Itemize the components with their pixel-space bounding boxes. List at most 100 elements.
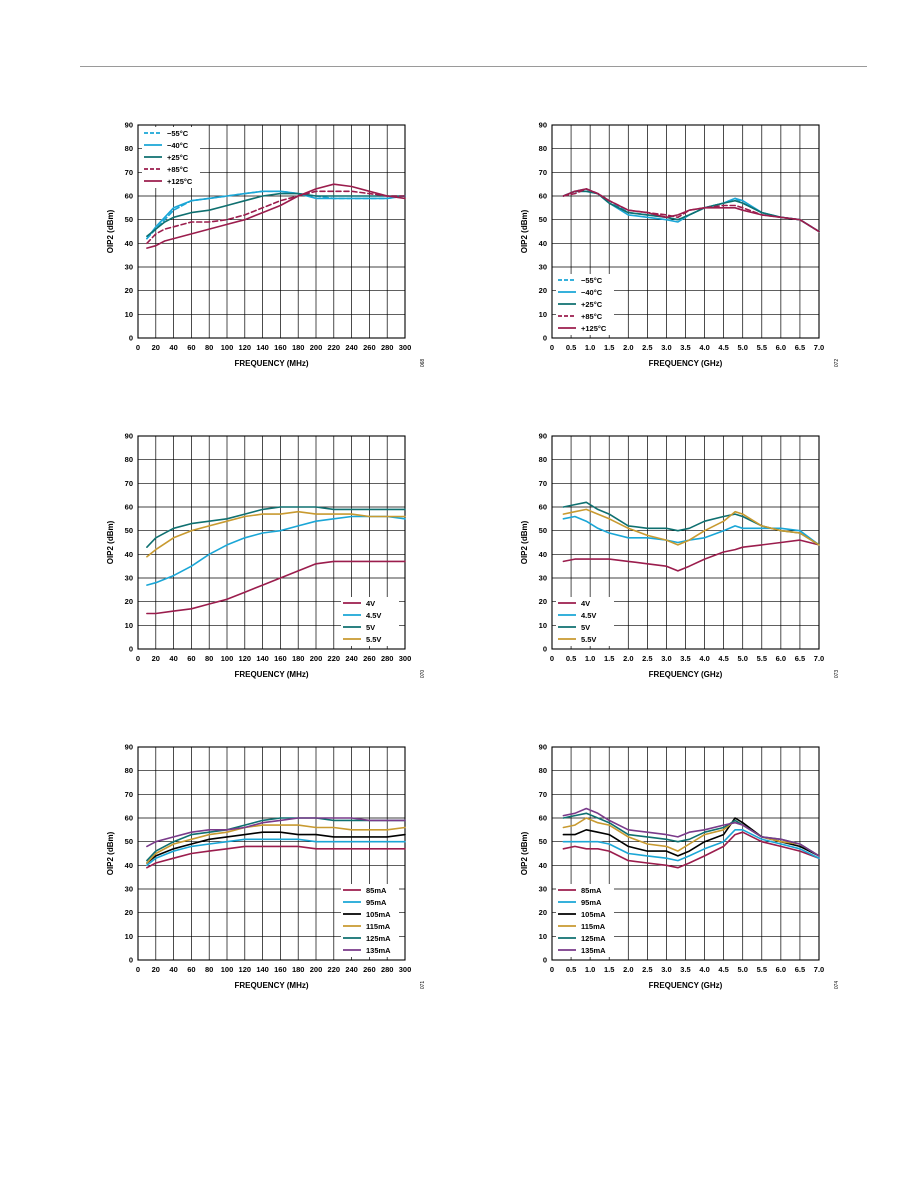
x-tick-label: 300	[399, 965, 412, 974]
y-tick-label: 20	[125, 286, 133, 295]
y-tick-label: 40	[125, 550, 133, 559]
legend-label: −55°C	[167, 129, 189, 138]
x-tick-label: 4.5	[718, 654, 728, 663]
x-tick-label: 0.5	[566, 654, 576, 663]
x-tick-label: 40	[169, 654, 177, 663]
y-tick-label: 30	[539, 574, 547, 583]
series-line	[146, 192, 406, 237]
x-tick-label: 1.5	[604, 343, 614, 352]
x-tick-label: 240	[345, 654, 358, 663]
x-tick-label: 6.5	[795, 654, 805, 663]
x-tick-label: 6.0	[776, 343, 786, 352]
x-tick-label: 3.5	[680, 343, 690, 352]
x-tick-label: 2.5	[642, 965, 652, 974]
y-tick-label: 20	[125, 908, 133, 917]
y-tick-label: 70	[125, 790, 133, 799]
x-tick-label: 80	[205, 654, 213, 663]
y-tick-label: 20	[539, 286, 547, 295]
x-tick-label: 120	[239, 965, 252, 974]
y-tick-label: 30	[539, 885, 547, 894]
x-tick-label: 7.0	[814, 654, 824, 663]
y-tick-label: 20	[539, 597, 547, 606]
x-axis-label: FREQUENCY (MHz)	[234, 670, 308, 679]
series-line	[146, 845, 406, 869]
x-tick-label: 0	[136, 343, 140, 352]
x-tick-label: 4.5	[718, 965, 728, 974]
series-line	[146, 831, 406, 864]
x-tick-label: 240	[345, 965, 358, 974]
chart-5: 0 20 40 60 80 100 120 140 160 180 200 220 240 260 280 3…	[106, 743, 426, 991]
legend-label: 4.5V	[581, 611, 596, 620]
x-tick-label: 140	[256, 343, 269, 352]
legend-label: 5V	[366, 623, 375, 632]
x-tick-label: 280	[381, 965, 394, 974]
y-axis-label: OIP2 (dBm)	[520, 520, 529, 564]
legend-label: 105mA	[581, 910, 606, 919]
y-tick-label: 40	[539, 239, 547, 248]
series-line	[146, 183, 406, 249]
legend-label: 5.5V	[366, 635, 381, 644]
y-tick-label: 10	[125, 310, 133, 319]
x-tick-label: 5.0	[737, 654, 747, 663]
legend-label: 95mA	[581, 898, 602, 907]
x-tick-label: 2.0	[623, 654, 633, 663]
series-line	[562, 828, 820, 862]
x-tick-label: 6.0	[776, 965, 786, 974]
y-tick-label: 30	[539, 263, 547, 272]
y-tick-label: 80	[539, 455, 547, 464]
series-line	[562, 508, 820, 546]
legend-box	[556, 884, 614, 957]
y-tick-label: 50	[125, 215, 133, 224]
x-axis-label: FREQUENCY (GHz)	[649, 670, 723, 679]
legend-label: 5.5V	[581, 635, 596, 644]
x-tick-label: 180	[292, 654, 305, 663]
y-tick-label: 80	[125, 144, 133, 153]
x-axis-label: FREQUENCY (MHz)	[234, 359, 308, 368]
y-tick-label: 40	[539, 550, 547, 559]
legend-label: −40°C	[167, 141, 189, 150]
x-axis-label: FREQUENCY (MHz)	[234, 981, 308, 990]
legend-label: +85°C	[581, 312, 603, 321]
x-tick-label: 3.0	[661, 654, 671, 663]
y-tick-label: 0	[129, 334, 133, 343]
y-tick-label: 40	[125, 239, 133, 248]
x-tick-label: 5.5	[757, 343, 767, 352]
y-tick-label: 70	[539, 479, 547, 488]
x-tick-label: 1.0	[585, 343, 595, 352]
x-tick-label: 60	[187, 654, 195, 663]
y-tick-label: 60	[539, 814, 547, 823]
x-tick-label: 220	[328, 343, 341, 352]
x-tick-label: 4.0	[699, 343, 709, 352]
x-tick-label: 1.5	[604, 654, 614, 663]
y-tick-label: 60	[539, 503, 547, 512]
plot-frame	[137, 746, 406, 961]
figure-id: 074	[834, 981, 840, 990]
series-line	[146, 510, 406, 558]
plot-frame	[551, 435, 820, 650]
legend-label: 135mA	[581, 946, 606, 955]
y-tick-label: 10	[539, 310, 547, 319]
x-tick-label: 140	[256, 654, 269, 663]
legend-label: 105mA	[366, 910, 391, 919]
y-tick-label: 90	[125, 432, 133, 441]
x-tick-label: 40	[169, 343, 177, 352]
y-tick-label: 60	[125, 814, 133, 823]
y-tick-label: 80	[125, 455, 133, 464]
plot-frame	[137, 435, 406, 650]
legend-label: 4V	[581, 599, 590, 608]
series-line	[562, 188, 820, 233]
header-rule	[80, 66, 867, 67]
x-tick-label: 4.5	[718, 343, 728, 352]
series-line	[562, 539, 820, 572]
y-tick-label: 90	[539, 121, 547, 130]
legend-label: 5V	[581, 623, 590, 632]
x-tick-label: 7.0	[814, 965, 824, 974]
chart-1: 0 20 40 60 80 100 120 140 160 180 200 220 240 260 280 3…	[106, 121, 426, 369]
series-line	[146, 506, 406, 549]
x-tick-label: 6.5	[795, 343, 805, 352]
x-tick-label: 120	[239, 654, 252, 663]
y-tick-label: 60	[125, 503, 133, 512]
x-tick-label: 300	[399, 343, 412, 352]
y-axis-label: OIP2 (dBm)	[106, 520, 115, 564]
